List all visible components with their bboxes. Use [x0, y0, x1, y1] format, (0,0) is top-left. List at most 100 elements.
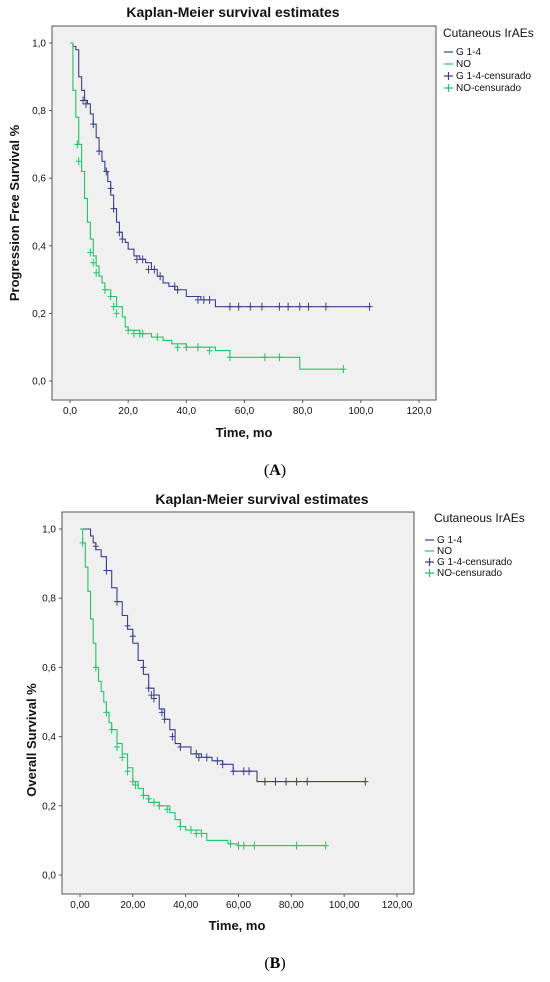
legend-title: Cutaneous IrAEs: [434, 511, 525, 525]
g14-censor-mark: [258, 302, 265, 311]
no-censor-mark: [93, 268, 100, 277]
no-censor-mark: [87, 248, 94, 257]
no-censor-mark: [293, 841, 300, 850]
g14-censor-mark: [177, 742, 184, 751]
x-tick-label: 100,0: [348, 406, 373, 417]
legend-item-g14-censored: G 1-4-censurado: [437, 557, 512, 568]
legend: Cutaneous IrAEs G 1-4 NO G 1-4-censurado…: [425, 511, 525, 579]
y-axis-label: Overall Survival %: [24, 683, 39, 797]
legend-title: Cutaneous IrAEs: [443, 26, 534, 40]
g14-censor-mark: [272, 777, 279, 786]
panel-letter: B: [270, 955, 281, 972]
no-censor-mark: [340, 365, 347, 374]
g14-censor-mark: [151, 265, 158, 274]
g14-censor-mark: [305, 302, 312, 311]
y-tick-label: 0,8: [32, 106, 46, 117]
legend-item-no-censored: NO-censurado: [456, 83, 521, 94]
g14-censor-mark: [124, 621, 131, 630]
g14-censor-mark: [235, 302, 242, 311]
g14-censor-mark: [366, 302, 373, 311]
g14-censor-mark: [161, 715, 168, 724]
g14-censor-mark: [150, 694, 157, 703]
g14-censor-mark: [139, 255, 146, 264]
no-censor-mark: [261, 353, 268, 362]
x-tick-label: 0,00: [70, 900, 90, 911]
g14-censor-mark: [362, 777, 369, 786]
g14-censor-mark: [200, 295, 207, 304]
g14-censor-mark: [169, 732, 176, 741]
g14-censor-mark: [283, 777, 290, 786]
g14-censor-mark: [158, 708, 165, 717]
no-censor-mark: [113, 309, 120, 318]
legend-swatch-g14-censored: [425, 558, 434, 566]
g14-censor-mark: [119, 235, 126, 244]
g14-censor-mark: [96, 147, 103, 156]
no-censor-mark: [108, 725, 115, 734]
g14-censor-mark: [293, 777, 300, 786]
no-censor-mark: [124, 767, 131, 776]
no-censor-mark: [226, 353, 233, 362]
y-axis: 0,0 0,2 0,4 0,6 0,8 1,0: [32, 39, 52, 388]
g14-censor-mark: [285, 302, 292, 311]
legend-item-no: NO: [437, 546, 452, 557]
g14-censor-mark: [219, 760, 226, 769]
y-tick-label: 0,4: [42, 732, 56, 743]
g14-censor-mark: [304, 777, 311, 786]
g14-censor-mark: [171, 282, 178, 291]
no-censor-mark: [125, 326, 132, 335]
g14-censor-mark: [107, 184, 114, 193]
x-tick-label: 20,0: [118, 406, 138, 417]
no-censor-mark: [276, 353, 283, 362]
panel-letter: A: [269, 462, 281, 479]
g14-censor-mark: [230, 767, 237, 776]
g14-censor-mark: [145, 684, 152, 693]
g14-censor-mark: [113, 597, 120, 606]
g14-censor-mark: [133, 255, 140, 264]
no-censor-mark: [187, 826, 194, 835]
svg-text:(A): (A): [264, 462, 286, 479]
no-censor-mark: [145, 794, 152, 803]
no-censor-mark: [107, 292, 114, 301]
y-tick-label: 0,0: [42, 871, 56, 882]
x-axis-label: Time, mo: [209, 918, 266, 933]
g14-censor-mark: [92, 542, 99, 551]
no-censor-mark: [132, 781, 139, 790]
y-axis: 0,0 0,2 0,4 0,6 0,8 1,0: [42, 525, 62, 882]
legend-item-no: NO: [456, 59, 471, 70]
plot-area: [51, 25, 437, 401]
no-censor-mark: [79, 538, 86, 547]
x-axis-label: Time, mo: [216, 425, 273, 440]
g14-censor-mark: [322, 302, 329, 311]
no-censor-mark: [103, 708, 110, 717]
no-censor-mark: [206, 346, 213, 355]
g14-censor-mark: [206, 295, 213, 304]
no-censor-mark: [150, 798, 157, 807]
g14-censor-mark: [140, 663, 147, 672]
g14-censor-mark: [276, 302, 283, 311]
no-censor-mark: [140, 791, 147, 800]
x-tick-label: 60,0: [235, 406, 255, 417]
no-censor-mark: [92, 663, 99, 672]
g14-censor-mark: [110, 204, 117, 213]
no-censor-mark: [194, 343, 201, 352]
no-censor-mark: [101, 285, 108, 294]
g14-censor-mark: [103, 566, 110, 575]
x-tick-label: 40,0: [177, 406, 197, 417]
no-censor-mark: [90, 258, 97, 267]
y-tick-label: 0,2: [42, 801, 56, 812]
panel-caption: (B): [264, 955, 285, 972]
x-tick-label: 40,00: [173, 900, 198, 911]
g14-censor-mark: [145, 265, 152, 274]
km-chart-os: Kaplan-Meier survival estimates 0,0 0,2 …: [24, 491, 525, 972]
series-layer: [70, 42, 373, 374]
plot-area: [61, 511, 415, 895]
y-tick-label: 0,8: [42, 594, 56, 605]
no-censor-mark: [156, 801, 163, 810]
no-censor-mark: [139, 329, 146, 338]
no-censor-mark: [183, 343, 190, 352]
no-censor-mark: [193, 829, 200, 838]
g14-censor-mark: [80, 96, 87, 105]
no-censor-mark: [75, 157, 82, 166]
g14-censor-mark: [174, 285, 181, 294]
g14-censor-mark: [261, 777, 268, 786]
